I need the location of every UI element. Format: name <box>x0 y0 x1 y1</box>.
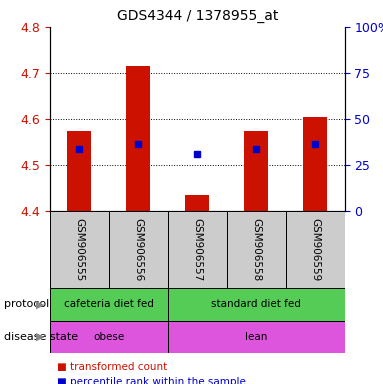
Bar <box>126 66 150 211</box>
Text: GSM906557: GSM906557 <box>192 218 202 281</box>
Text: GSM906555: GSM906555 <box>74 218 84 281</box>
Bar <box>168 211 227 288</box>
Title: GDS4344 / 1378955_at: GDS4344 / 1378955_at <box>116 9 278 23</box>
Bar <box>67 131 91 211</box>
Bar <box>185 195 209 211</box>
Text: ▶: ▶ <box>36 299 44 310</box>
Bar <box>303 117 327 211</box>
Bar <box>50 211 109 288</box>
Text: protocol: protocol <box>4 299 49 310</box>
Bar <box>227 211 286 288</box>
Text: GSM906556: GSM906556 <box>133 218 143 281</box>
Text: GSM906558: GSM906558 <box>251 218 261 281</box>
Bar <box>50 321 168 353</box>
Bar <box>109 211 168 288</box>
Text: ▶: ▶ <box>36 332 44 342</box>
Text: lean: lean <box>245 332 267 342</box>
Bar <box>50 288 168 321</box>
Bar <box>168 288 345 321</box>
Text: cafeteria diet fed: cafeteria diet fed <box>64 299 154 310</box>
Bar <box>286 211 345 288</box>
Text: ■ transformed count: ■ transformed count <box>57 362 168 372</box>
Text: GSM906559: GSM906559 <box>310 218 320 281</box>
Text: obese: obese <box>93 332 124 342</box>
Bar <box>168 321 345 353</box>
Bar <box>244 131 268 211</box>
Text: disease state: disease state <box>4 332 78 342</box>
Text: ■ percentile rank within the sample: ■ percentile rank within the sample <box>57 377 246 384</box>
Text: standard diet fed: standard diet fed <box>211 299 301 310</box>
